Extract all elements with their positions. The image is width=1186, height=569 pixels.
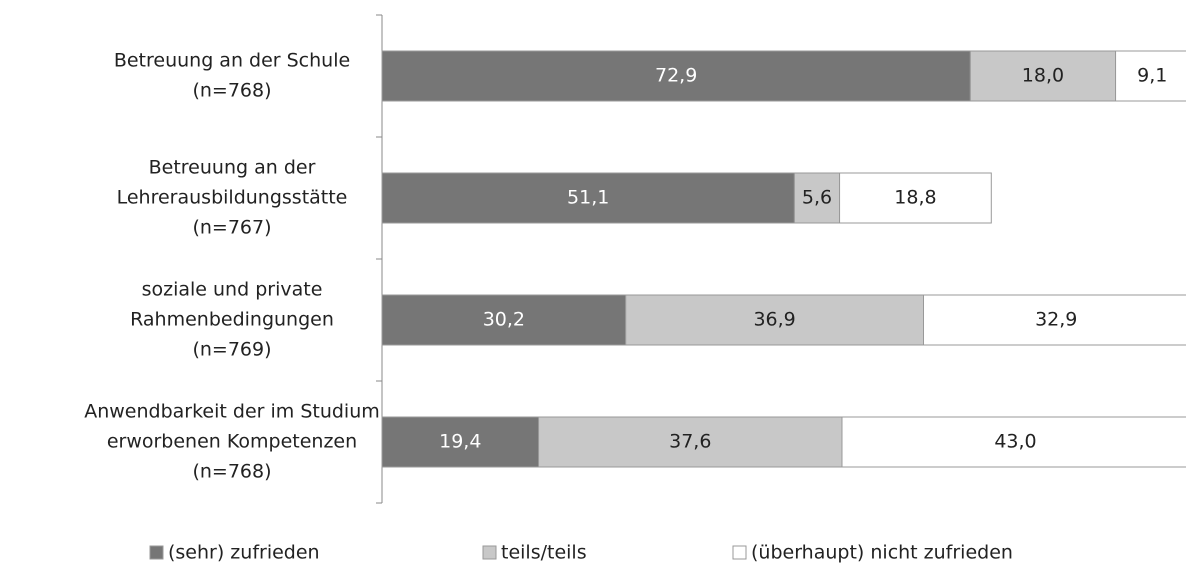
- bar-segment: [839, 172, 992, 224]
- category-label: (n=768): [192, 80, 271, 102]
- legend-label: (überhaupt) nicht zufrieden: [751, 542, 1013, 564]
- value-label: 32,9: [1035, 309, 1077, 331]
- value-label: 37,6: [669, 431, 711, 453]
- value-label: 18,0: [1022, 65, 1064, 87]
- value-label: 43,0: [994, 431, 1036, 453]
- category-label: (n=769): [192, 339, 271, 361]
- category-label: Rahmenbedingungen: [130, 309, 334, 331]
- value-label: 9,1: [1137, 65, 1167, 87]
- category-label: Betreuung an der Schule: [114, 50, 350, 72]
- bar-segment: [841, 416, 1186, 468]
- category-label: Betreuung an der: [149, 157, 316, 179]
- bar-segment: [538, 416, 843, 468]
- category-label: (n=768): [192, 461, 271, 483]
- value-label: 30,2: [483, 309, 525, 331]
- bar-segment: [625, 294, 924, 346]
- bar-segment: [381, 416, 540, 468]
- legend-swatch: [732, 545, 747, 560]
- bar-segment: [1115, 50, 1186, 102]
- category-label: soziale und private: [142, 279, 323, 301]
- category-label: erworbenen Kompetenzen: [107, 431, 357, 453]
- bar-segment: [381, 294, 627, 346]
- value-label: 18,8: [894, 187, 936, 209]
- category-label: Lehrerausbildungsstätte: [117, 187, 348, 209]
- bar-segment: [381, 172, 795, 224]
- legend-swatch: [149, 545, 164, 560]
- legend-label: (sehr) zufrieden: [168, 542, 320, 564]
- value-label: 19,4: [439, 431, 481, 453]
- value-label: 51,1: [567, 187, 609, 209]
- bar-segment: [381, 50, 971, 102]
- value-label: 5,6: [802, 187, 832, 209]
- value-label: 72,9: [655, 65, 697, 87]
- legend-label: teils/teils: [501, 542, 587, 564]
- legend-swatch: [482, 545, 497, 560]
- bar-segment: [922, 294, 1186, 346]
- bar-segment: [793, 172, 841, 224]
- value-label: 36,9: [753, 309, 795, 331]
- category-label: (n=767): [192, 217, 271, 239]
- category-label: Anwendbarkeit der im Studium: [84, 401, 380, 423]
